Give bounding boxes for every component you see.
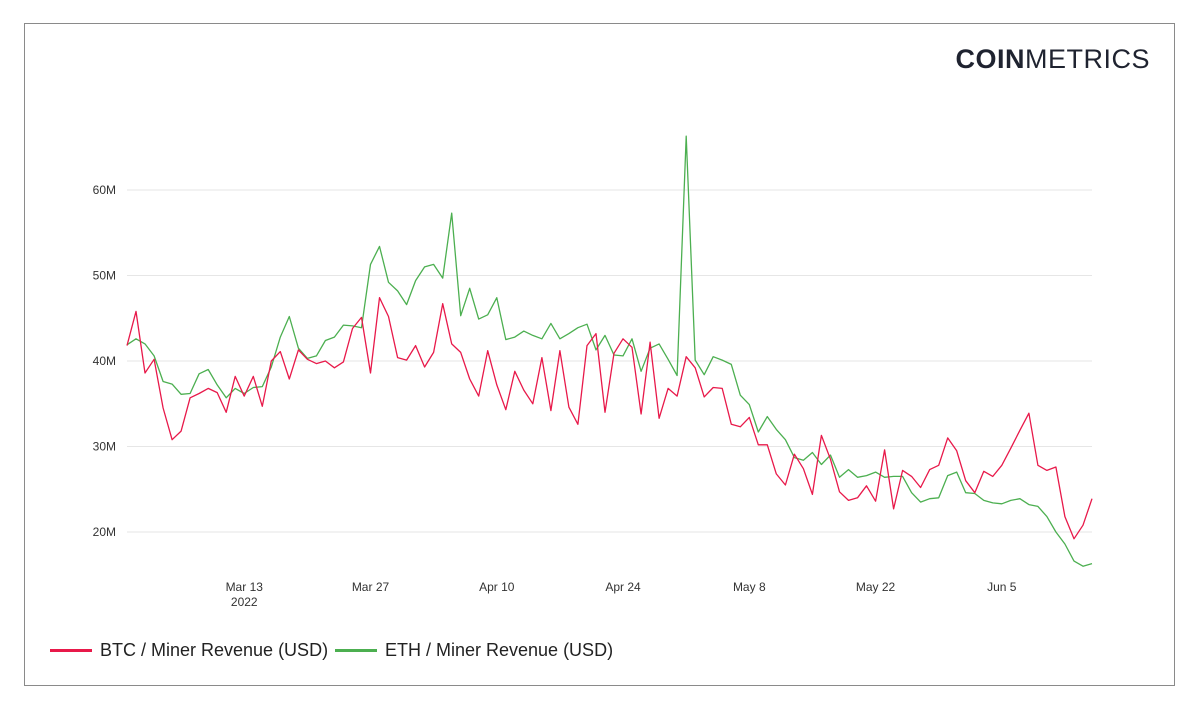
eth-legend-label: ETH / Miner Revenue (USD)	[385, 640, 614, 660]
grid-lines	[127, 189, 1092, 533]
y-axis-ticks: 20M 30M 40M 50M 60M	[93, 183, 116, 539]
x-tick-label: Apr 24	[605, 580, 641, 594]
series-lines	[126, 135, 1093, 567]
y-tick-label: 50M	[93, 269, 116, 283]
coinmetrics-logo: COINMETRICS	[956, 44, 1151, 75]
x-tick-label: Jun 5	[987, 580, 1017, 594]
y-tick-label: 40M	[93, 354, 116, 368]
logo-light-text: METRICS	[1025, 44, 1150, 74]
legend-item-eth[interactable]: ETH / Miner Revenue (USD)	[335, 640, 613, 661]
logo-bold-text: COIN	[955, 44, 1025, 74]
chart-frame	[24, 23, 1175, 686]
eth-legend-swatch	[335, 649, 377, 652]
eth-series-line[interactable]	[126, 135, 1093, 567]
x-tick-label: May 8	[733, 580, 766, 594]
btc-series-line[interactable]	[126, 297, 1093, 540]
x-tick-label: Mar 27	[352, 580, 390, 594]
x-tick-label: Apr 10	[479, 580, 515, 594]
y-tick-label: 20M	[93, 525, 116, 539]
x-tick-label: Mar 13	[226, 580, 264, 594]
btc-legend-label: BTC / Miner Revenue (USD)	[100, 640, 329, 660]
y-tick-label: 60M	[93, 183, 116, 197]
legend-item-btc[interactable]: BTC / Miner Revenue (USD)	[50, 640, 328, 661]
btc-legend-swatch	[50, 649, 92, 652]
x-tick-sublabel: 2022	[231, 595, 258, 609]
y-tick-label: 30M	[93, 440, 116, 454]
x-tick-label: May 22	[856, 580, 896, 594]
